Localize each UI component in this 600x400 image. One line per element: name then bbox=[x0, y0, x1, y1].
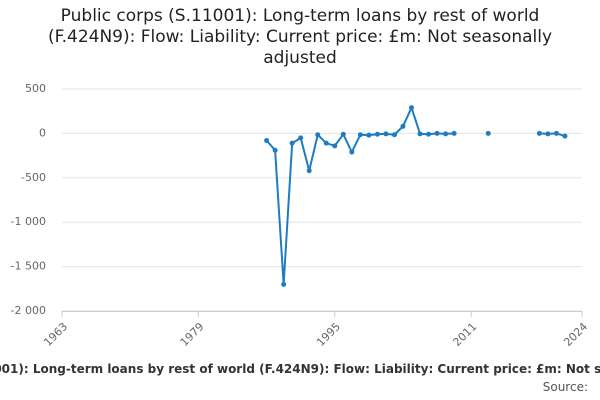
x-tick-label: 1995 bbox=[314, 320, 343, 349]
point bbox=[298, 135, 304, 141]
point bbox=[340, 131, 346, 137]
y-tick-label: -500 bbox=[21, 171, 46, 184]
point bbox=[451, 130, 457, 136]
point bbox=[443, 131, 449, 137]
point bbox=[264, 138, 270, 144]
point bbox=[289, 140, 295, 146]
point bbox=[400, 123, 406, 129]
x-tick-label: 1963 bbox=[41, 320, 70, 349]
y-tick-label: -1 000 bbox=[11, 215, 46, 228]
point bbox=[366, 132, 372, 138]
point bbox=[545, 131, 551, 137]
point bbox=[323, 140, 329, 146]
y-tick-label: -1 500 bbox=[11, 260, 46, 273]
point bbox=[426, 131, 432, 137]
point bbox=[391, 132, 397, 138]
caption: Public corps (S.11001): Long-term loans … bbox=[0, 362, 600, 376]
point bbox=[332, 143, 338, 149]
point bbox=[553, 130, 559, 136]
line bbox=[265, 106, 566, 286]
x-tick-label: 2024 bbox=[561, 320, 590, 349]
point bbox=[281, 281, 287, 287]
point bbox=[536, 130, 542, 136]
point bbox=[485, 130, 491, 136]
y-tick-label: -2 000 bbox=[11, 304, 46, 317]
y-tick-label: 0 bbox=[39, 126, 46, 139]
chart-title: Public corps (S.11001): Long-term loans … bbox=[47, 6, 553, 68]
source-label: Source: bbox=[542, 380, 588, 394]
point bbox=[434, 130, 440, 136]
point bbox=[272, 147, 278, 153]
point bbox=[562, 133, 568, 139]
point bbox=[417, 131, 423, 137]
point bbox=[357, 132, 363, 138]
point bbox=[409, 105, 415, 111]
y-tick-label: 500 bbox=[25, 82, 46, 95]
point bbox=[383, 131, 389, 137]
point bbox=[349, 149, 355, 155]
caption-row: Public corps (S.11001): Long-term loans … bbox=[0, 362, 600, 380]
point bbox=[306, 168, 312, 174]
point bbox=[315, 132, 321, 138]
x-tick-label: 1979 bbox=[178, 320, 207, 349]
point bbox=[374, 131, 380, 137]
x-tick-label: 2011 bbox=[450, 320, 479, 349]
